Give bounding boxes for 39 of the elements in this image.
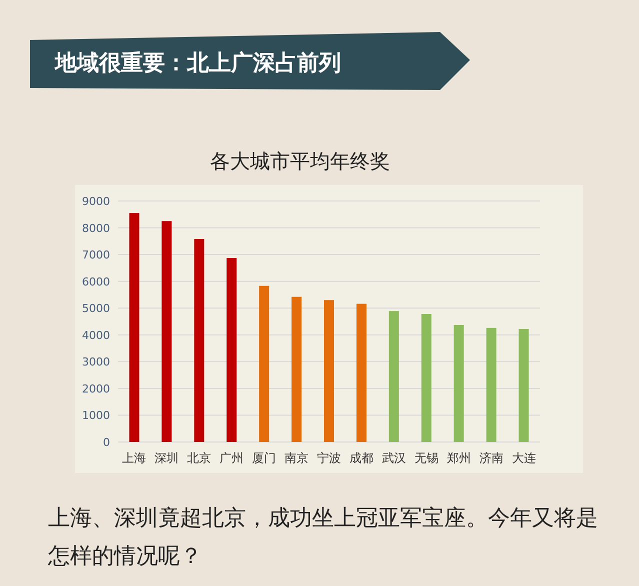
x-tick-label: 郑州 — [446, 451, 471, 465]
y-tick-label: 7000 — [82, 248, 110, 262]
x-tick-label: 南京 — [284, 451, 309, 465]
x-tick-label: 北京 — [187, 451, 212, 465]
y-tick-label: 8000 — [82, 222, 110, 235]
text: 地域很重要：北上广深占前列 — [54, 50, 341, 76]
x-tick-label: 成都 — [349, 451, 374, 465]
bar — [226, 258, 237, 442]
x-tick-label: 上海 — [122, 451, 146, 465]
y-tick-label: 9000 — [82, 195, 110, 208]
bar — [421, 314, 432, 442]
x-tick-label: 广州 — [220, 451, 244, 465]
bar — [129, 213, 140, 442]
text: 上海、深圳竟超北京，成功坐上冠亚军宝座。今年又将是怎样的情况呢？ — [48, 505, 599, 571]
y-tick-label: 5000 — [82, 302, 110, 316]
bar — [259, 286, 270, 442]
bar — [454, 324, 464, 442]
bar — [486, 328, 496, 442]
bar — [194, 239, 204, 442]
y-tick-label: 1000 — [82, 409, 110, 422]
x-tick-label: 深圳 — [154, 451, 179, 465]
x-tick-label: 大连 — [512, 451, 536, 465]
x-tick-label: 无锡 — [414, 451, 438, 465]
bar — [324, 300, 334, 442]
bar — [292, 296, 302, 442]
bar — [518, 329, 529, 442]
y-tick-label: 3000 — [82, 356, 110, 369]
bar — [162, 221, 172, 442]
x-tick-label: 宁波 — [317, 451, 341, 465]
bar — [356, 304, 366, 442]
x-tick-label: 武汉 — [382, 451, 406, 465]
x-tick-label: 厦门 — [252, 451, 276, 465]
y-tick-label: 0 — [103, 436, 110, 449]
bar — [388, 311, 399, 442]
y-tick-label: 6000 — [82, 275, 110, 288]
y-tick-label: 4000 — [82, 328, 110, 342]
x-tick-label: 济南 — [479, 451, 504, 465]
y-tick-label: 2000 — [82, 382, 110, 396]
chart-title: 各大城市平均年终奖 — [210, 149, 390, 173]
